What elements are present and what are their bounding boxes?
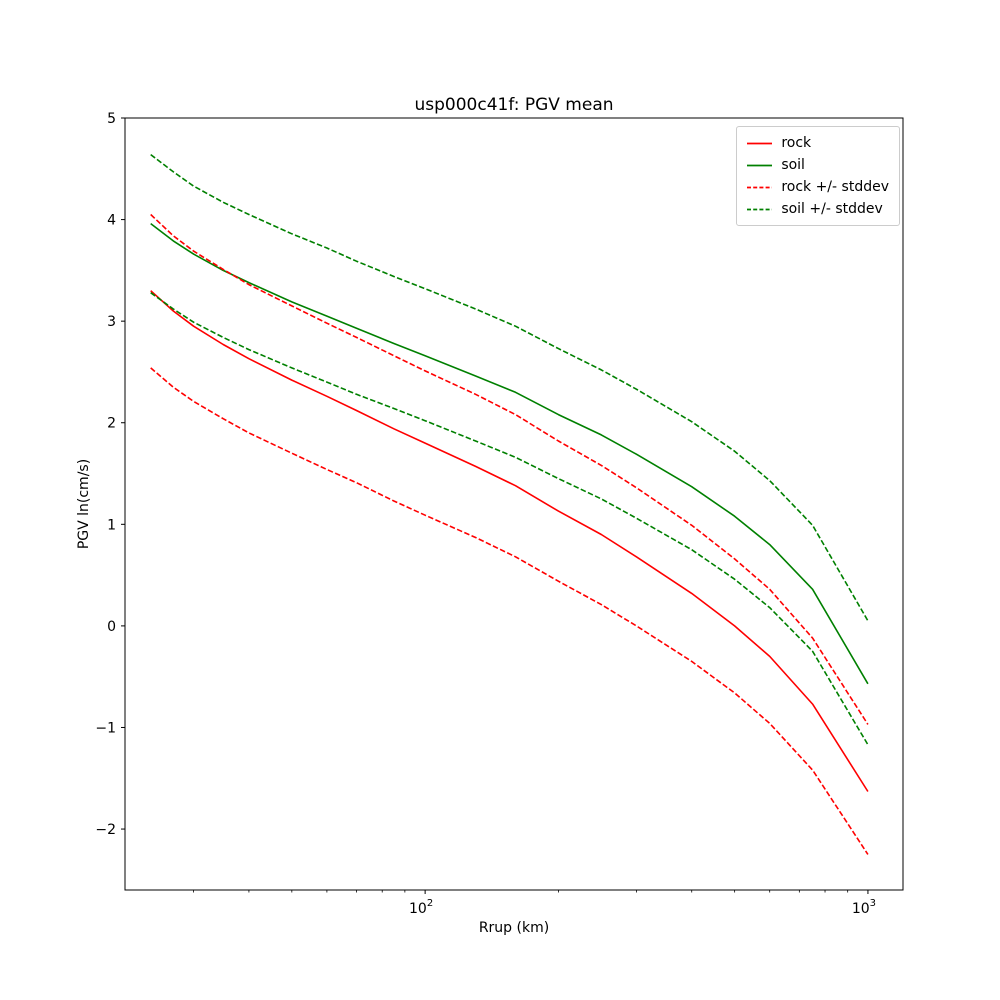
legend-line-sample: [747, 142, 773, 144]
legend-item-label: rock: [781, 135, 812, 151]
chart-title: usp000c41f: PGV mean: [414, 95, 614, 115]
y-tick-label: −2: [95, 822, 116, 838]
y-tick-label: 4: [107, 213, 116, 229]
legend-line-sample: [747, 164, 773, 166]
legend-item-label: rock +/- stddev: [781, 179, 889, 195]
x-tick-label: 102: [409, 898, 433, 917]
series-rock-stddev: [150, 367, 869, 855]
series-rock: [150, 290, 869, 792]
y-tick-label: 3: [107, 314, 116, 330]
legend-item: soil: [746, 156, 889, 174]
legend-item: rock: [746, 134, 889, 152]
y-tick-label: −1: [95, 720, 116, 736]
legend-item: soil +/- stddev: [746, 200, 889, 218]
legend-line-sample: [747, 208, 773, 210]
legend: rock soil rock +/- stddev soil +/- stdde…: [736, 126, 900, 226]
x-axis-label: Rrup (km): [478, 920, 550, 936]
y-tick-label: 5: [107, 111, 116, 127]
series-soil: [150, 222, 869, 685]
y-tick-label: 2: [107, 416, 116, 432]
legend-item-label: soil +/- stddev: [781, 201, 883, 217]
legend-line-sample: [747, 186, 773, 188]
y-tick-label: 1: [107, 517, 116, 533]
y-tick-label: 0: [107, 619, 116, 635]
series-soil-stddev: [150, 153, 869, 622]
x-tick-label: 103: [852, 898, 876, 917]
legend-item: rock +/- stddev: [746, 178, 889, 196]
y-axis-label: PGV ln(cm/s): [76, 458, 92, 550]
series-rock-stddev: [150, 213, 869, 725]
legend-item-label: soil: [781, 157, 805, 173]
axes-frame: [124, 117, 904, 891]
series-soil-stddev: [150, 292, 869, 746]
